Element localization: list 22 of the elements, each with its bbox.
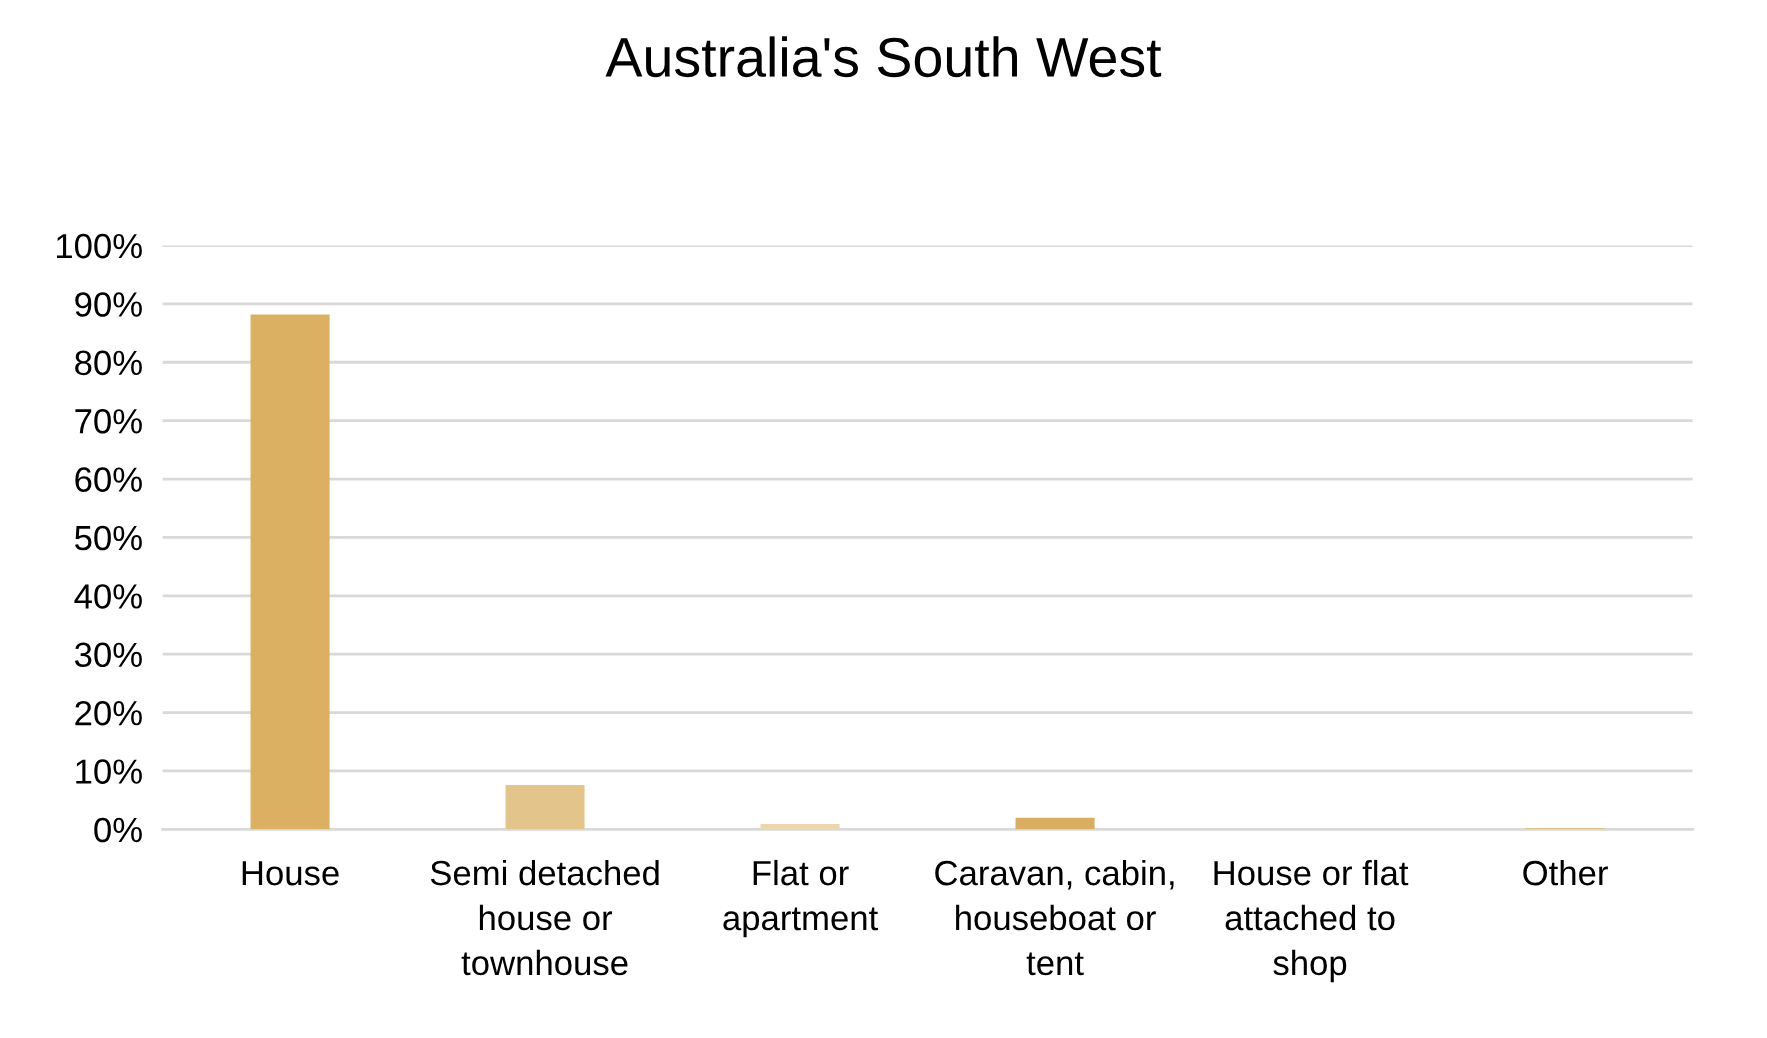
y-tick-label: 60% — [75, 467, 142, 492]
y-tick-label: 70% — [75, 408, 142, 434]
x-tick-label: Other — [1523, 859, 1608, 886]
x-tick-label: Semi detached house or townhouse — [430, 859, 659, 976]
y-tick-label: 20% — [75, 700, 142, 726]
bar — [505, 784, 585, 830]
chart-title: Australia's South West — [605, 36, 1162, 78]
x-tick-label: House or flat attached to shop — [1214, 859, 1409, 983]
x-tick-label: Caravan, cabin, houseboat or tent — [935, 859, 1174, 976]
y-tick-label: 30% — [74, 642, 142, 668]
y-tick-label: 100% — [56, 233, 142, 259]
x-tick-label: Flat or apartment — [723, 859, 878, 938]
y-tick-label: 50% — [75, 525, 142, 551]
y-tick-label: 0% — [94, 817, 142, 843]
bar — [760, 824, 840, 830]
y-tick-label: 10% — [76, 759, 142, 784]
y-tick-label: 80% — [75, 350, 142, 376]
y-tick-label: 90% — [75, 292, 142, 317]
y-tick-label: 40% — [74, 584, 142, 609]
bar — [1015, 817, 1095, 830]
x-tick-label: House — [242, 861, 339, 886]
bar — [250, 314, 330, 830]
